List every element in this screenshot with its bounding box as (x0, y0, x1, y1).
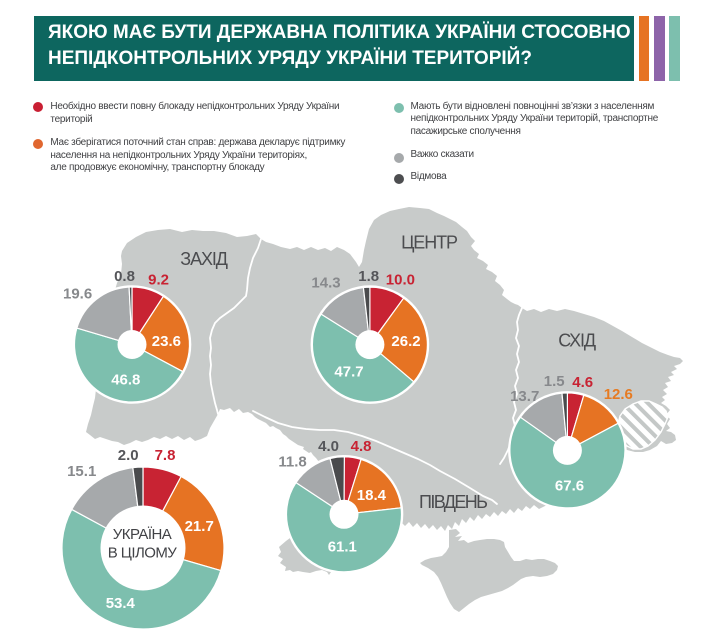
svg-text:4.0: 4.0 (318, 438, 339, 455)
svg-text:В ЦІЛОМУ: В ЦІЛОМУ (108, 544, 178, 561)
svg-text:15.1: 15.1 (67, 463, 96, 480)
svg-text:ЦЕНТР: ЦЕНТР (401, 233, 458, 253)
svg-text:14.3: 14.3 (311, 275, 340, 292)
svg-text:ЗАХІД: ЗАХІД (180, 249, 227, 269)
svg-text:0.8: 0.8 (114, 268, 135, 285)
svg-text:53.4: 53.4 (106, 595, 136, 612)
svg-text:61.1: 61.1 (328, 539, 357, 556)
svg-text:26.2: 26.2 (391, 333, 420, 350)
svg-text:СХІД: СХІД (558, 331, 596, 351)
svg-text:7.8: 7.8 (155, 447, 176, 464)
svg-text:46.8: 46.8 (111, 371, 140, 388)
svg-text:13.7: 13.7 (510, 388, 539, 405)
svg-text:4.6: 4.6 (572, 374, 593, 391)
svg-text:18.4: 18.4 (357, 487, 387, 504)
svg-text:4.8: 4.8 (351, 438, 372, 455)
svg-text:9.2: 9.2 (148, 272, 169, 289)
svg-text:21.7: 21.7 (185, 518, 214, 535)
svg-text:67.6: 67.6 (555, 478, 584, 495)
svg-text:47.7: 47.7 (334, 364, 363, 381)
svg-text:23.6: 23.6 (152, 333, 181, 350)
svg-text:12.6: 12.6 (604, 386, 633, 403)
svg-text:ПІВДЕНЬ: ПІВДЕНЬ (419, 492, 487, 512)
svg-text:1.5: 1.5 (544, 373, 565, 390)
svg-text:2.0: 2.0 (118, 447, 139, 464)
svg-text:1.8: 1.8 (358, 268, 379, 285)
svg-text:11.8: 11.8 (278, 454, 306, 471)
svg-text:10.0: 10.0 (386, 272, 415, 289)
svg-text:УКРАЇНА: УКРАЇНА (113, 526, 172, 543)
svg-text:19.6: 19.6 (63, 286, 92, 303)
